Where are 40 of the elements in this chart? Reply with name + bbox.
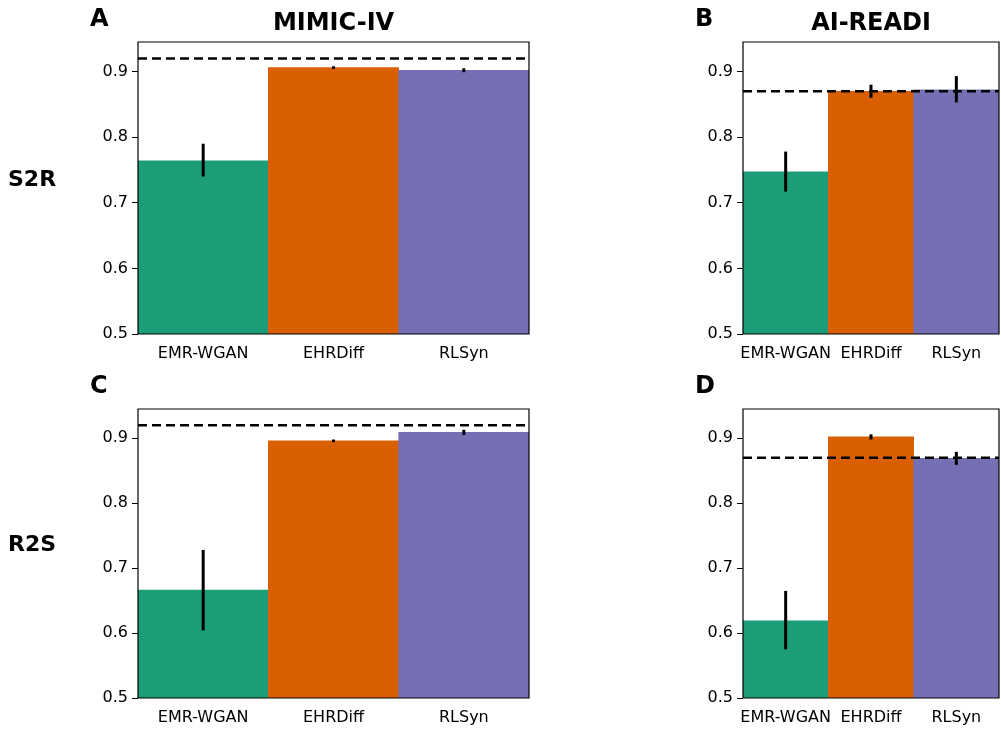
x-tick-label: RLSyn — [438, 706, 489, 726]
text: B — [695, 4, 714, 33]
y-tick-label: 0.7 — [102, 191, 128, 211]
x-tick-label: EMR-WGAN — [740, 706, 831, 726]
y-tick-label: 0.8 — [707, 126, 733, 146]
text: A — [90, 4, 109, 33]
y-tick-label: 0.6 — [707, 257, 733, 277]
y-axis-title: R2S — [8, 531, 57, 557]
y-tick-label: 0.5 — [707, 323, 733, 343]
text: C — [90, 371, 108, 400]
text: D — [695, 371, 715, 400]
x-tick-label: EMR-WGAN — [740, 342, 831, 362]
y-tick-label: 0.6 — [102, 257, 128, 277]
y-tick-label: 0.8 — [707, 492, 733, 512]
x-tick-label: EHRDiff — [302, 342, 365, 362]
x-tick-label: EHRDiff — [302, 706, 365, 726]
x-tick-label: EMR-WGAN — [157, 342, 249, 362]
x-tick-label: RLSyn — [931, 342, 982, 362]
x-tick-label: EHRDiff — [840, 706, 903, 726]
y-tick-label: 0.6 — [707, 622, 733, 642]
y-tick-label: 0.5 — [102, 687, 128, 707]
y-tick-label: 0.5 — [707, 687, 733, 707]
y-tick-label: 0.7 — [707, 191, 733, 211]
chart-title: MIMIC-IV — [272, 8, 395, 37]
x-tick-label: RLSyn — [438, 342, 489, 362]
y-tick-label: 0.5 — [102, 323, 128, 343]
y-tick-label: 0.8 — [102, 126, 128, 146]
y-tick-label: 0.9 — [707, 60, 733, 80]
y-tick-label: 0.8 — [102, 492, 128, 512]
y-tick-label: 0.7 — [102, 557, 128, 577]
y-tick-label: 0.6 — [102, 622, 128, 642]
x-tick-label: RLSyn — [931, 706, 982, 726]
x-tick-label: EHRDiff — [840, 342, 903, 362]
y-tick-label: 0.9 — [102, 427, 128, 447]
chart-title: AI-READI — [811, 8, 931, 37]
y-tick-label: 0.7 — [707, 557, 733, 577]
y-tick-label: 0.9 — [707, 427, 733, 447]
y-tick-label: 0.9 — [102, 60, 128, 80]
y-axis-title: S2R — [8, 165, 57, 191]
x-tick-label: EMR-WGAN — [157, 706, 249, 726]
